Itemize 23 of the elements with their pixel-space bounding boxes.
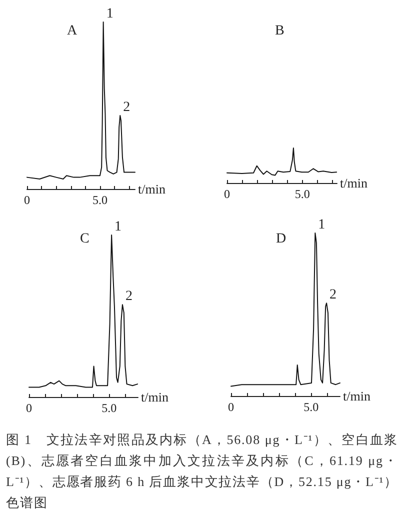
annotation: 2 bbox=[123, 100, 130, 116]
x-axis-title: t/min bbox=[340, 176, 368, 190]
chart-title: A bbox=[67, 24, 78, 38]
x-axis-title: t/min bbox=[141, 390, 169, 404]
chart-title: C bbox=[80, 232, 90, 246]
x-tick-label: 0 bbox=[26, 401, 32, 415]
annotation: 1 bbox=[106, 6, 114, 22]
chart-title: B bbox=[275, 24, 284, 38]
x-tick-label: 5.0 bbox=[102, 401, 117, 415]
x-tick-label: 0 bbox=[24, 193, 30, 207]
x-tick-label: 5.0 bbox=[304, 400, 319, 414]
chart-title: D bbox=[276, 232, 286, 246]
x-tick-label: 0 bbox=[228, 400, 234, 414]
annotation: 2 bbox=[330, 288, 337, 303]
x-axis-title: t/min bbox=[343, 388, 371, 404]
annotation: 1 bbox=[318, 218, 326, 232]
caption: 图 1 文拉法辛对照品及内标（A，56.08 μg・L⁻¹）、空白血浆(B)、志愿者空白血浆中加入文拉法辛及内标（C，61.19 μg・L⁻¹）、志愿者服药 6 h 后血浆中文拉法辛（D，52.15 μg・L⁻¹）色谱图 bbox=[6, 431, 398, 511]
annotation: 2 bbox=[125, 289, 132, 304]
annotation: 1 bbox=[114, 220, 122, 234]
x-axis-title: t/min bbox=[138, 182, 166, 196]
x-tick-label: 0 bbox=[224, 187, 230, 201]
x-tick-label: 5.0 bbox=[92, 193, 108, 207]
x-tick-label: 5.0 bbox=[294, 187, 310, 201]
